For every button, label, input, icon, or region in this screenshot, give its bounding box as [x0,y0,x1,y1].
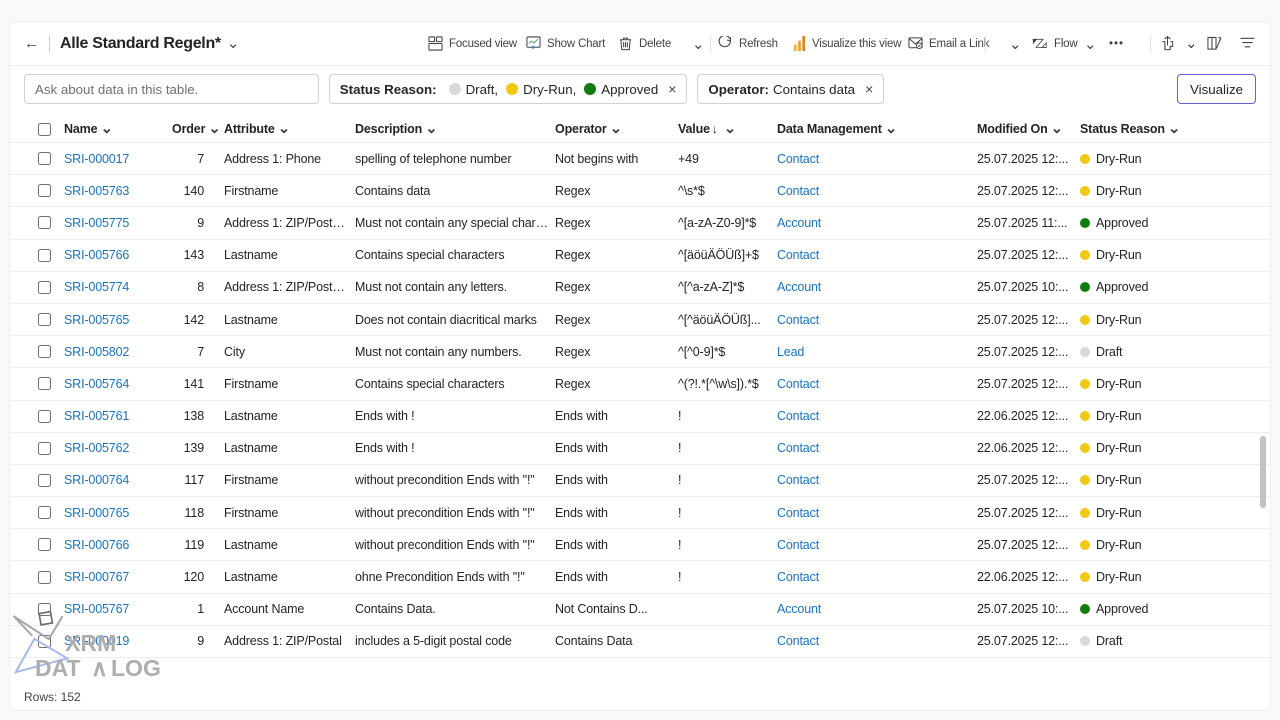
svg-text:XRM: XRM [65,630,116,656]
svg-text:DAT: DAT [35,655,81,681]
svg-text:LOG: LOG [111,655,161,681]
svg-text:∧: ∧ [91,655,108,681]
